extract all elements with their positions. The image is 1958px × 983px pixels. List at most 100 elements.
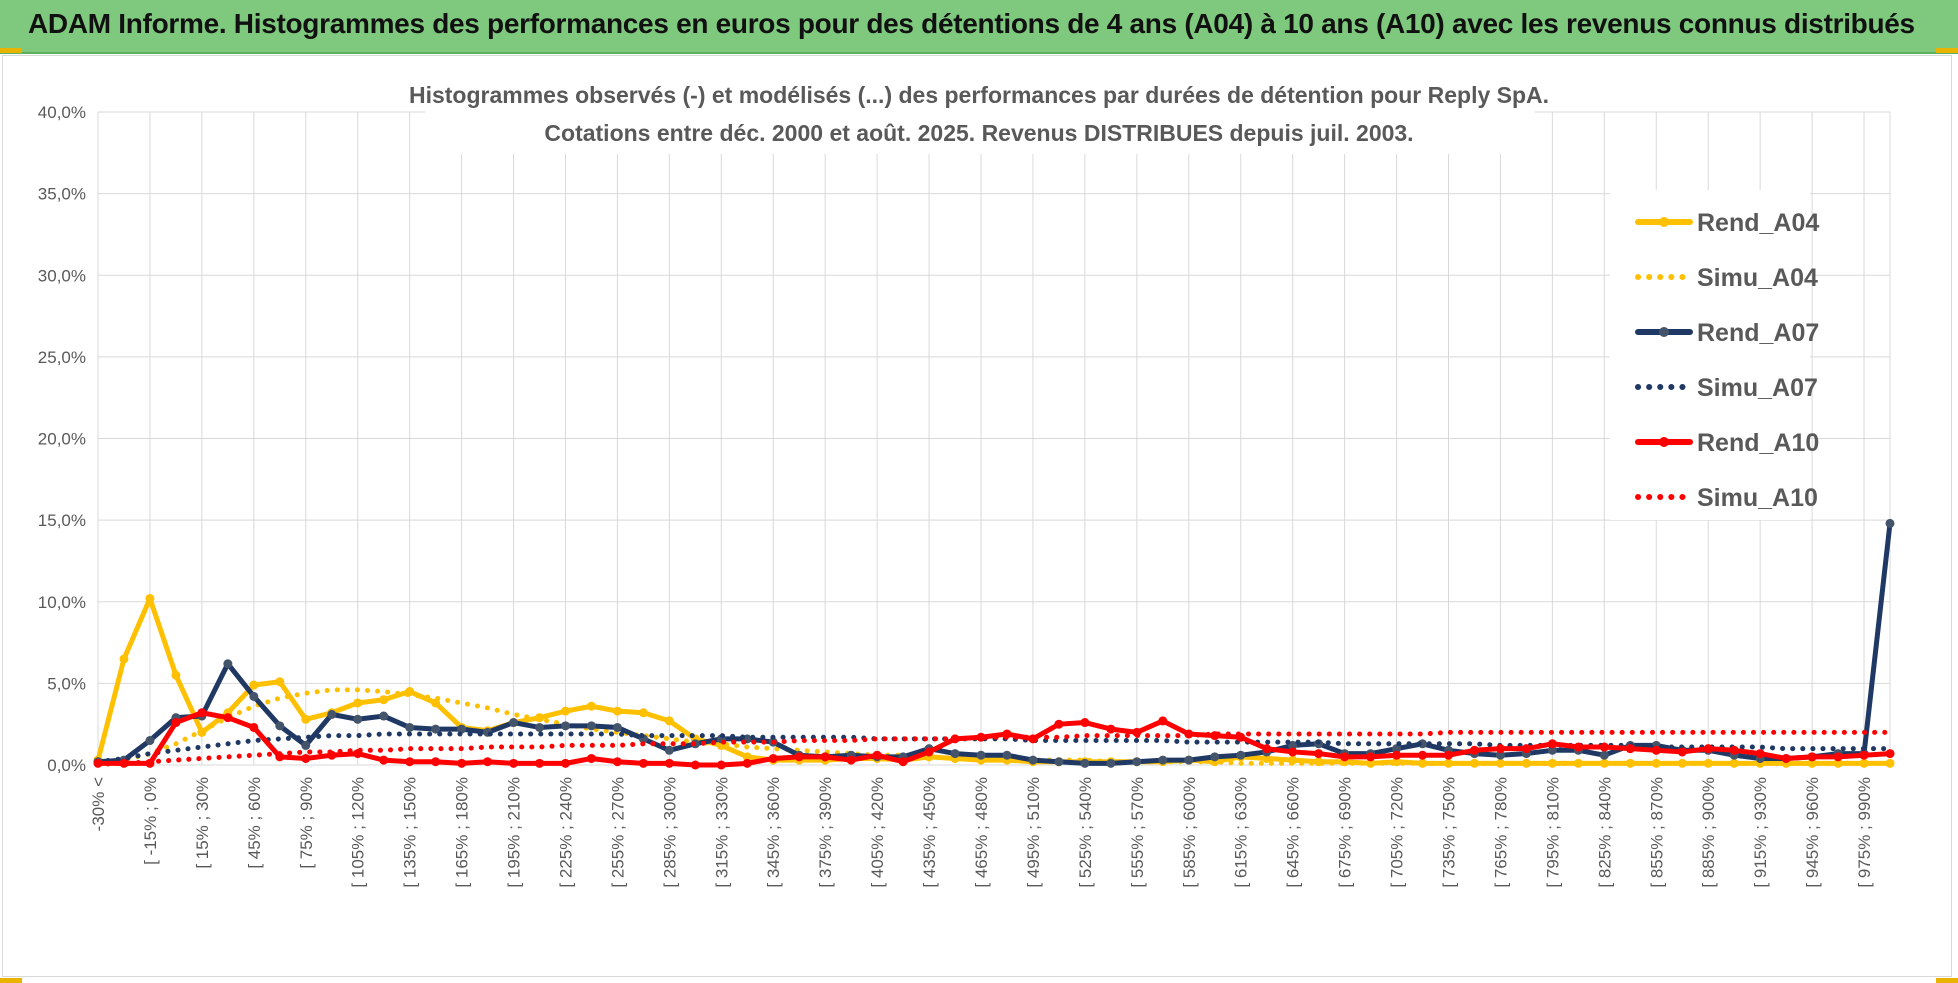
data-point-Rend_A10 [1080,718,1090,728]
data-point-Rend_A07 [612,722,622,732]
data-point-Rend_A10 [976,732,986,742]
frame-corner-bottom-left [0,978,22,983]
data-point-Rend_A04 [664,716,674,726]
data-point-Rend_A10 [1677,747,1687,757]
data-point-Rend_A07 [379,711,389,721]
series-Rend_A07 [93,518,1895,768]
data-point-Rend_A10 [509,758,519,768]
data-point-Rend_A07 [1106,758,1116,768]
x-tick-label: [ 585% ; 600% [1180,777,1199,888]
data-point-Rend_A07 [327,709,337,719]
y-tick-label: 5,0% [47,674,86,693]
x-tick-label: -30% < [89,777,108,831]
data-point-Rend_A07 [1184,755,1194,765]
x-tick-label: [ 915% ; 930% [1751,777,1770,888]
x-tick-label: [ 165% ; 180% [453,777,472,888]
x-tick-label: [ 345% ; 360% [764,777,783,888]
y-tick-label: 25,0% [38,348,86,367]
legend-label: Simu_A10 [1697,484,1818,512]
data-point-Rend_A10 [690,760,700,770]
data-point-Rend_A10 [1521,744,1531,754]
frame-corner-bottom-right [1936,978,1958,983]
legend-label: Rend_A07 [1697,319,1819,347]
x-tick-label: [ 525% ; 540% [1076,777,1095,888]
data-point-Rend_A07 [249,691,259,701]
data-point-Rend_A10 [1443,750,1453,760]
data-point-Rend_A10 [223,713,233,723]
data-point-Rend_A10 [1703,744,1713,754]
data-point-Rend_A07 [405,722,415,732]
x-tick-label: [ -15% ; 0% [141,777,160,865]
data-point-Rend_A10 [1495,744,1505,754]
x-tick-label: [ 195% ; 210% [505,777,524,888]
y-tick-label: 10,0% [38,593,86,612]
x-tick-label: [ 765% ; 780% [1491,777,1510,888]
x-tick-label: [ 375% ; 390% [816,777,835,888]
data-point-Rend_A10 [560,758,570,768]
data-point-Rend_A04 [638,708,648,718]
data-point-Rend_A07 [535,722,545,732]
data-point-Rend_A07 [1002,750,1012,760]
x-tick-label: [ 405% ; 420% [868,777,887,888]
data-point-Rend_A07 [301,740,311,750]
banner-corner-left [0,48,22,53]
data-point-Rend_A10 [742,758,752,768]
y-tick-label: 30,0% [38,266,86,285]
series-line-Simu_A10 [95,729,1893,767]
data-point-Rend_A04 [171,670,181,680]
data-point-Rend_A10 [457,758,467,768]
legend-marker-Rend_A10 [1659,437,1669,447]
data-point-Rend_A04 [1573,758,1583,768]
legend-label: Rend_A10 [1697,429,1819,457]
data-point-Rend_A07 [1132,757,1142,767]
data-point-Rend_A04 [379,695,389,705]
data-point-Rend_A10 [794,752,804,762]
data-point-Rend_A10 [197,708,207,718]
data-point-Rend_A10 [1625,744,1635,754]
data-point-Rend_A10 [1547,739,1557,749]
data-point-Rend_A10 [405,757,415,767]
x-tick-label: [ 705% ; 720% [1388,777,1407,888]
data-point-Rend_A07 [1885,518,1895,528]
x-tick-label: [ 435% ; 450% [920,777,939,888]
data-point-Rend_A10 [716,760,726,770]
data-point-Rend_A07 [353,714,363,724]
x-tick-label: [ 495% ; 510% [1024,777,1043,888]
data-point-Rend_A10 [1054,719,1064,729]
data-point-Rend_A07 [1054,757,1064,767]
data-point-Rend_A10 [431,757,441,767]
data-point-Rend_A07 [950,749,960,759]
data-point-Rend_A07 [1495,750,1505,760]
data-point-Rend_A04 [353,698,363,708]
data-point-Rend_A07 [586,721,596,731]
data-point-Rend_A07 [1547,745,1557,755]
data-point-Rend_A10 [846,755,856,765]
data-point-Rend_A10 [1729,745,1739,755]
data-point-Rend_A07 [223,659,233,669]
data-point-Rend_A04 [586,701,596,711]
x-tick-label: [ 315% ; 330% [712,777,731,888]
data-point-Rend_A10 [1807,752,1817,762]
series-line-Rend_A10 [95,710,1893,768]
data-point-Rend_A10 [483,757,493,767]
data-point-Rend_A04 [1625,758,1635,768]
data-point-Rend_A10 [301,753,311,763]
data-point-Rend_A10 [1366,752,1376,762]
data-point-Rend_A10 [820,752,830,762]
data-point-Rend_A10 [872,750,882,760]
data-point-Rend_A10 [1833,752,1843,762]
series-line-Rend_A04 [95,595,1893,766]
data-point-Rend_A07 [560,721,570,731]
x-tick-label: [ 555% ; 570% [1128,777,1147,888]
data-point-Rend_A04 [742,752,752,762]
y-tick-label: 20,0% [38,430,86,449]
data-point-Rend_A10 [249,722,259,732]
x-tick-label: [ 795% ; 810% [1543,777,1562,888]
legend-marker-Rend_A07 [1659,327,1669,337]
data-point-Rend_A10 [1755,749,1765,759]
x-tick-label: [ 885% ; 900% [1699,777,1718,888]
data-point-Rend_A10 [1262,744,1272,754]
data-point-Rend_A04 [1262,753,1272,763]
data-point-Rend_A10 [1781,753,1791,763]
data-point-Rend_A04 [612,706,622,716]
